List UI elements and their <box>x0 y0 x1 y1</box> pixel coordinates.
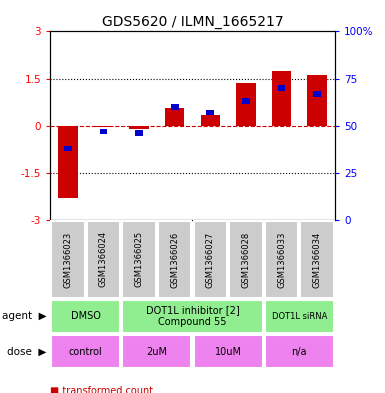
FancyBboxPatch shape <box>122 336 191 368</box>
Text: GSM1366034: GSM1366034 <box>313 231 321 288</box>
Text: GSM1366024: GSM1366024 <box>99 231 108 287</box>
Bar <box>201 115 220 126</box>
Bar <box>242 98 250 104</box>
Title: GDS5620 / ILMN_1665217: GDS5620 / ILMN_1665217 <box>102 15 283 29</box>
FancyBboxPatch shape <box>229 221 263 298</box>
Bar <box>278 85 285 91</box>
Text: GSM1366026: GSM1366026 <box>170 231 179 288</box>
FancyBboxPatch shape <box>265 336 334 368</box>
FancyBboxPatch shape <box>51 221 85 298</box>
Bar <box>100 129 107 134</box>
Text: agent  ▶: agent ▶ <box>2 311 46 321</box>
Bar <box>64 145 72 151</box>
Text: 2uM: 2uM <box>146 347 167 357</box>
Text: dose  ▶: dose ▶ <box>7 347 46 357</box>
Bar <box>58 126 78 198</box>
Text: DOT1L inhibitor [2]
Compound 55: DOT1L inhibitor [2] Compound 55 <box>146 306 239 327</box>
FancyBboxPatch shape <box>158 221 191 298</box>
FancyBboxPatch shape <box>122 221 156 298</box>
Text: DMSO: DMSO <box>71 311 100 321</box>
Bar <box>129 126 149 129</box>
Bar <box>313 91 321 97</box>
FancyBboxPatch shape <box>87 221 120 298</box>
Text: DOT1L siRNA: DOT1L siRNA <box>272 312 327 321</box>
FancyBboxPatch shape <box>51 336 120 368</box>
Bar <box>135 130 143 136</box>
Text: GSM1366033: GSM1366033 <box>277 231 286 288</box>
Bar <box>171 104 179 110</box>
FancyBboxPatch shape <box>194 336 263 368</box>
Bar <box>307 75 327 126</box>
FancyBboxPatch shape <box>194 221 227 298</box>
Bar <box>272 71 291 126</box>
Bar <box>236 83 256 126</box>
FancyBboxPatch shape <box>265 221 298 298</box>
Bar <box>165 108 184 126</box>
FancyBboxPatch shape <box>300 221 334 298</box>
Text: GSM1366028: GSM1366028 <box>241 231 250 288</box>
Text: GSM1366023: GSM1366023 <box>64 231 72 288</box>
FancyBboxPatch shape <box>51 300 120 332</box>
Text: ■ transformed count: ■ transformed count <box>50 386 153 393</box>
Text: GSM1366027: GSM1366027 <box>206 231 215 288</box>
FancyBboxPatch shape <box>122 300 263 332</box>
Text: n/a: n/a <box>291 347 307 357</box>
Text: GSM1366025: GSM1366025 <box>135 231 144 287</box>
Text: 10uM: 10uM <box>214 347 242 357</box>
FancyBboxPatch shape <box>265 300 334 332</box>
Bar <box>206 110 214 116</box>
Bar <box>94 126 113 127</box>
Text: control: control <box>69 347 102 357</box>
